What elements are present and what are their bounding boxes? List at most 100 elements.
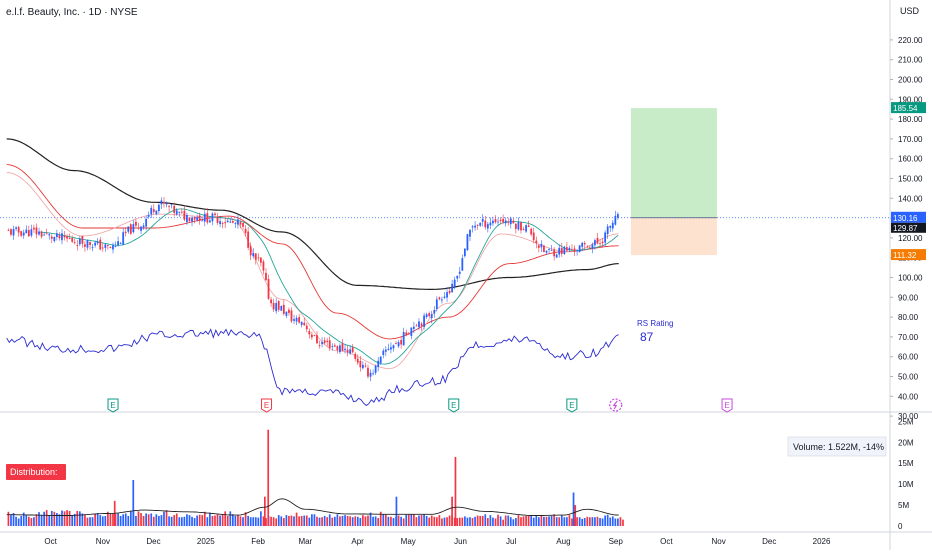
volume-spike-bar[interactable] [267,429,270,526]
volume-bar[interactable] [91,517,94,526]
volume-bar[interactable] [545,516,548,526]
volume-bar[interactable] [191,516,193,526]
volume-bar[interactable] [135,515,137,526]
price-candle[interactable] [252,248,255,259]
volume-bar[interactable] [209,512,211,526]
price-candle[interactable] [288,307,290,316]
price-candle[interactable] [178,211,181,217]
price-candle[interactable] [124,227,127,237]
price-candle[interactable] [303,317,306,326]
volume-spike-bar[interactable] [454,456,457,526]
earnings-event-icon[interactable]: E [721,398,733,413]
earnings-event-icon[interactable]: E [107,398,119,413]
volume-bar[interactable] [568,515,571,526]
volume-bar[interactable] [94,513,96,526]
volume-bar[interactable] [492,517,494,526]
price-candle[interactable] [183,205,186,222]
volume-bar[interactable] [254,517,257,526]
volume-bar[interactable] [443,517,446,526]
volume-bar[interactable] [81,513,84,526]
price-candle[interactable] [481,214,484,227]
volume-bar[interactable] [285,515,288,526]
price-candle[interactable] [145,215,148,231]
volume-bar[interactable] [418,515,420,526]
price-candle[interactable] [599,239,601,248]
price-candle[interactable] [571,244,573,250]
volume-bar[interactable] [456,518,459,526]
price-candle[interactable] [453,276,456,290]
earnings-event-icon[interactable]: E [261,398,273,413]
prior-close-badge[interactable] [891,222,926,233]
price-candle[interactable] [321,337,323,348]
volume-bar[interactable] [216,514,219,526]
volume-bar[interactable] [617,518,619,526]
price-candle[interactable] [553,247,556,261]
price-candle[interactable] [142,222,145,230]
price-candle[interactable] [76,240,79,251]
price-candle[interactable] [25,225,28,234]
volume-bar[interactable] [578,517,581,526]
price-candle[interactable] [344,343,346,354]
target-price-badge[interactable] [891,102,926,114]
volume-bar[interactable] [288,515,290,526]
volume-bar[interactable] [525,515,527,526]
volume-bar[interactable] [581,518,584,526]
volume-bar[interactable] [466,517,469,526]
price-candle[interactable] [410,327,413,340]
volume-bar[interactable] [596,516,599,526]
volume-bar[interactable] [611,516,614,526]
price-candle[interactable] [484,215,487,230]
volume-bar[interactable] [359,518,362,526]
volume-bar[interactable] [364,516,367,526]
volume-bar[interactable] [165,510,168,526]
price-candle[interactable] [203,210,206,227]
price-candle[interactable] [328,336,331,351]
price-candle[interactable] [476,224,479,230]
volume-bar[interactable] [155,514,158,526]
price-candle[interactable] [537,243,540,253]
volume-bar[interactable] [384,514,387,526]
price-candle[interactable] [372,369,374,376]
volume-bar[interactable] [15,516,17,526]
volume-bar[interactable] [183,516,186,526]
volume-bar[interactable] [502,519,504,526]
price-candle[interactable] [109,246,112,249]
price-candle[interactable] [341,338,344,352]
price-candle[interactable] [112,242,114,254]
volume-bar[interactable] [601,518,604,526]
price-candle[interactable] [219,216,221,228]
volume-bar[interactable] [438,515,441,526]
price-candle[interactable] [89,241,91,250]
price-candle[interactable] [318,340,321,349]
price-candle[interactable] [106,244,109,250]
volume-bar[interactable] [594,517,596,526]
price-candle[interactable] [550,244,553,251]
price-candle[interactable] [497,218,499,226]
target-zone[interactable] [630,108,717,218]
price-candle[interactable] [191,215,193,227]
price-candle[interactable] [397,339,400,349]
price-candle[interactable] [221,221,224,229]
price-candle[interactable] [50,234,53,244]
price-candle[interactable] [558,244,561,258]
volume-spike-bar[interactable] [263,496,266,526]
volume-bar[interactable] [68,510,71,526]
price-candle[interactable] [254,253,257,265]
price-candle[interactable] [267,274,270,300]
volume-bar[interactable] [99,515,102,526]
price-candle[interactable] [367,364,369,379]
volume-bar[interactable] [622,519,624,526]
volume-bar[interactable] [43,511,45,526]
volume-bar[interactable] [576,517,578,526]
volume-bar[interactable] [461,517,464,526]
volume-bar[interactable] [339,516,341,526]
price-candle[interactable] [48,232,51,240]
volume-bar[interactable] [252,517,255,526]
volume-bar[interactable] [402,518,405,526]
volume-bar[interactable] [7,511,10,526]
volume-bar[interactable] [591,517,594,526]
price-candle[interactable] [132,220,135,234]
price-candle[interactable] [400,335,403,349]
dividend-event-icon[interactable] [609,398,623,412]
volume-bar[interactable] [351,517,354,526]
